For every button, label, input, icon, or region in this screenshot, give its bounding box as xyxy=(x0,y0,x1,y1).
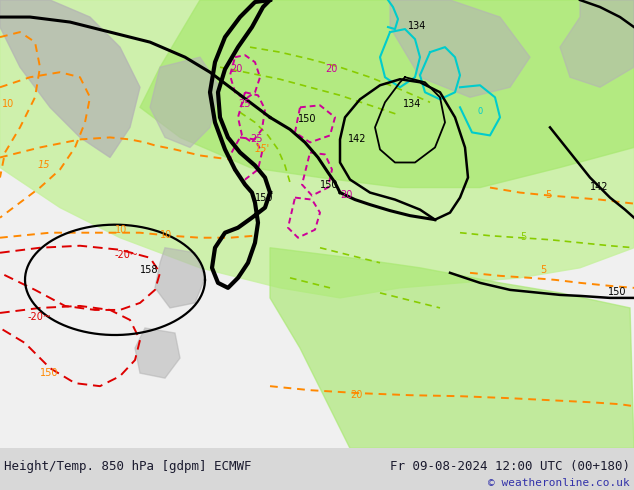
Text: Height/Temp. 850 hPa [gdpm] ECMWF: Height/Temp. 850 hPa [gdpm] ECMWF xyxy=(4,460,252,473)
Polygon shape xyxy=(0,0,140,157)
Text: -20~: -20~ xyxy=(115,250,139,260)
Text: © weatheronline.co.uk: © weatheronline.co.uk xyxy=(488,478,630,488)
Text: 5: 5 xyxy=(540,265,547,275)
Text: 15': 15' xyxy=(255,145,270,154)
Text: 150: 150 xyxy=(255,193,273,202)
Text: Fr 09-08-2024 12:00 UTC (00+180): Fr 09-08-2024 12:00 UTC (00+180) xyxy=(390,460,630,473)
Text: 5: 5 xyxy=(520,232,526,242)
Text: 150: 150 xyxy=(298,114,316,124)
Text: 142: 142 xyxy=(590,182,609,192)
Text: 150: 150 xyxy=(40,368,58,378)
Text: 5: 5 xyxy=(545,190,551,199)
Polygon shape xyxy=(140,0,634,188)
Text: 10: 10 xyxy=(160,230,172,240)
Text: 158: 158 xyxy=(140,265,158,275)
Text: 20: 20 xyxy=(340,190,353,199)
Text: 20: 20 xyxy=(230,64,242,74)
Text: 0: 0 xyxy=(477,107,482,116)
Polygon shape xyxy=(270,248,634,448)
Text: 150: 150 xyxy=(320,179,339,190)
Polygon shape xyxy=(150,57,220,147)
Text: 25: 25 xyxy=(250,134,262,145)
Polygon shape xyxy=(0,0,634,298)
Text: 15: 15 xyxy=(38,160,51,170)
Polygon shape xyxy=(155,248,205,308)
Text: 10: 10 xyxy=(2,99,14,109)
Text: 150: 150 xyxy=(608,287,626,297)
Text: 20: 20 xyxy=(350,390,363,400)
Text: 134: 134 xyxy=(408,21,427,31)
Text: 142: 142 xyxy=(348,134,366,145)
Text: 25: 25 xyxy=(238,99,250,109)
Polygon shape xyxy=(560,0,634,87)
Text: 20: 20 xyxy=(325,64,337,74)
Text: 10: 10 xyxy=(115,225,127,235)
Polygon shape xyxy=(135,328,180,378)
Text: 134: 134 xyxy=(403,99,422,109)
Polygon shape xyxy=(390,0,530,98)
Text: -20~: -20~ xyxy=(28,312,52,322)
